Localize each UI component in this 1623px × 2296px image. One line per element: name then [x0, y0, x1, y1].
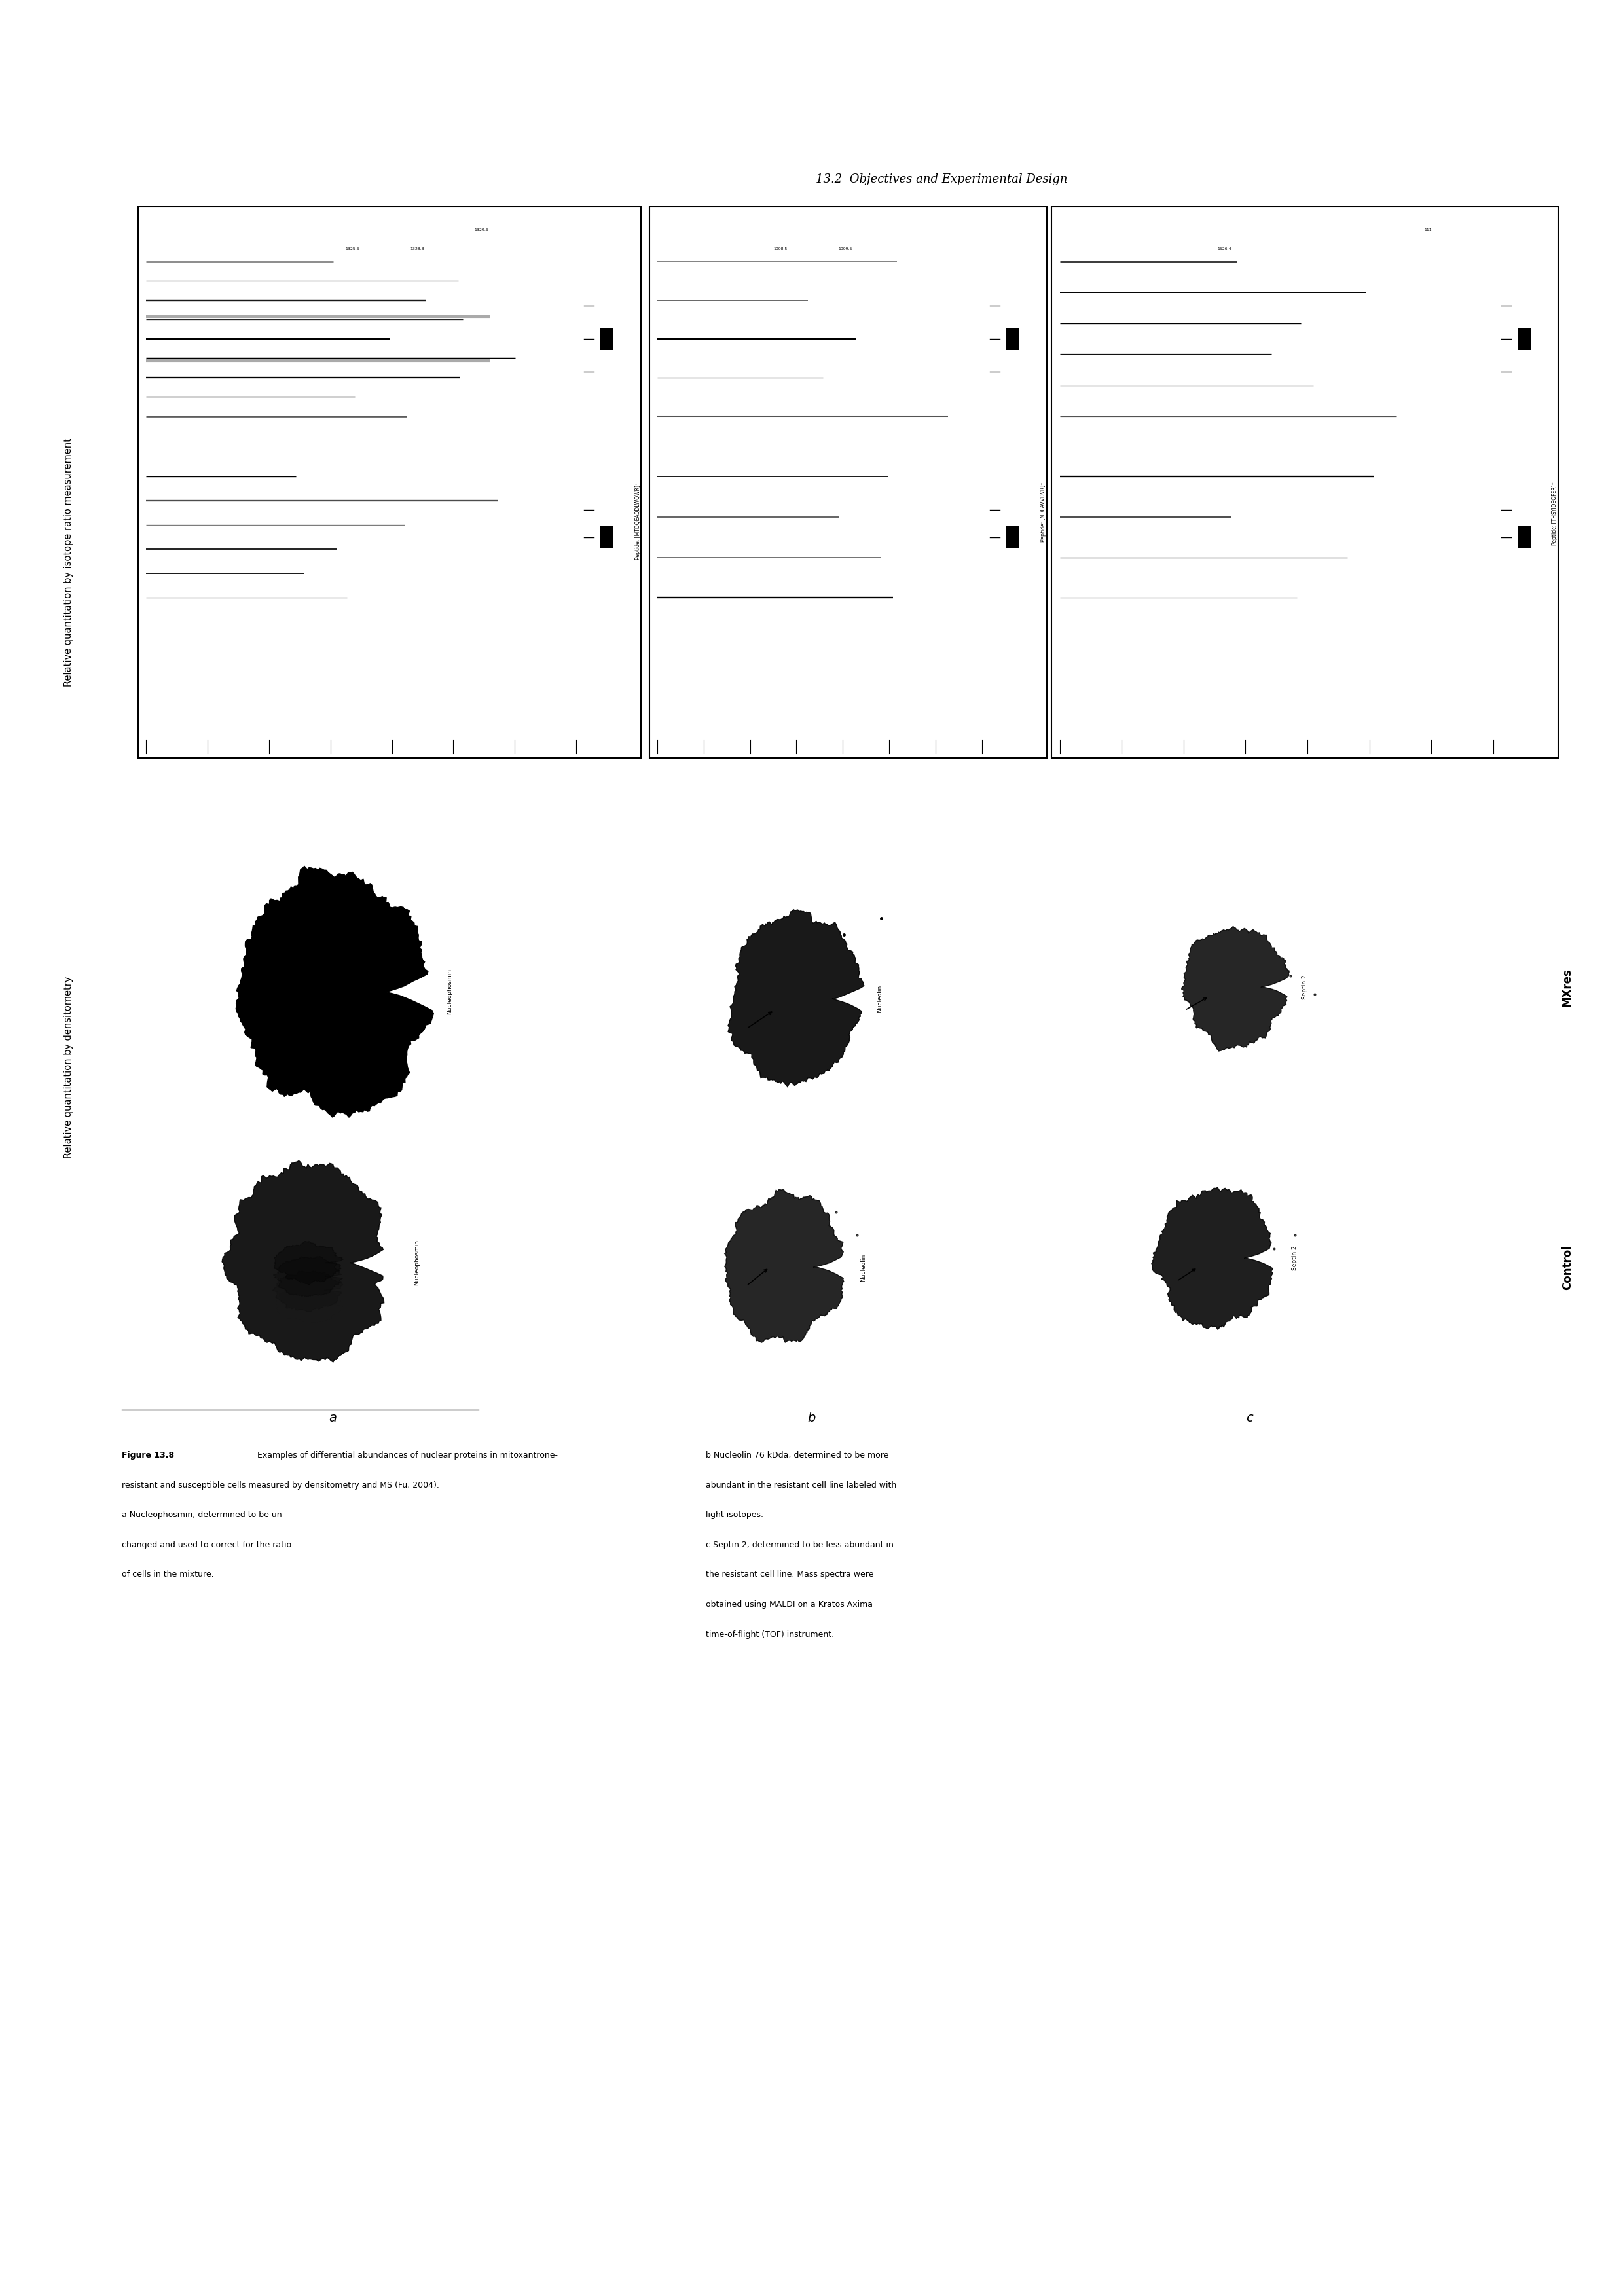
Bar: [1052, 207, 1558, 758]
Bar: [601, 526, 613, 549]
Text: Nucleophosmin: Nucleophosmin: [414, 1240, 420, 1286]
Polygon shape: [1152, 1187, 1272, 1329]
Text: 13.2  Objectives and Experimental Design: 13.2 Objectives and Experimental Design: [815, 172, 1068, 186]
Text: Peptide: [THSYIDEQFER]⁺: Peptide: [THSYIDEQFER]⁺: [1552, 482, 1558, 546]
Text: c Septin 2, determined to be less abundant in: c Septin 2, determined to be less abunda…: [706, 1541, 894, 1550]
Text: 1008.5: 1008.5: [774, 248, 787, 250]
Text: light isotopes.: light isotopes.: [706, 1511, 763, 1520]
Text: resistant and susceptible cells measured by densitometry and MS (Fu, 2004).: resistant and susceptible cells measured…: [122, 1481, 440, 1490]
Polygon shape: [274, 1242, 344, 1286]
Text: Peptide: [NDLAVVDVR]⁺: Peptide: [NDLAVVDVR]⁺: [1040, 482, 1047, 542]
Text: b: b: [808, 1412, 815, 1424]
Bar: [601, 328, 613, 349]
Polygon shape: [294, 983, 372, 1033]
Text: Septin 2: Septin 2: [1302, 976, 1308, 999]
Text: of cells in the mixture.: of cells in the mixture.: [122, 1570, 214, 1580]
Bar: [138, 207, 641, 758]
Text: Relative quantitation by densitometry: Relative quantitation by densitometry: [63, 976, 73, 1159]
Text: Nucleolin: Nucleolin: [876, 985, 883, 1013]
Text: time-of-flight (TOF) instrument.: time-of-flight (TOF) instrument.: [706, 1630, 834, 1639]
Polygon shape: [724, 1189, 844, 1343]
Bar: [649, 207, 1047, 758]
Text: Relative quantitation by isotope ratio measurement: Relative quantitation by isotope ratio m…: [63, 439, 73, 687]
Text: b Nucleolin 76 kDda, determined to be more: b Nucleolin 76 kDda, determined to be mo…: [706, 1451, 889, 1460]
Text: 1325.6: 1325.6: [346, 248, 360, 250]
Text: the resistant cell line. Mass spectra were: the resistant cell line. Mass spectra we…: [706, 1570, 873, 1580]
Polygon shape: [1182, 925, 1289, 1052]
Polygon shape: [235, 866, 433, 1118]
Polygon shape: [292, 999, 372, 1049]
Polygon shape: [222, 1159, 385, 1362]
Text: Figure 13.8: Figure 13.8: [122, 1451, 174, 1460]
Text: MXres: MXres: [1561, 969, 1573, 1006]
Polygon shape: [292, 967, 375, 1017]
Text: obtained using MALDI on a Kratos Axima: obtained using MALDI on a Kratos Axima: [706, 1600, 873, 1609]
Text: c: c: [1246, 1412, 1253, 1424]
Polygon shape: [729, 909, 863, 1086]
Text: Control: Control: [1561, 1244, 1573, 1290]
Text: Peptide: [MTDQEAQDLWQWR]⁺: Peptide: [MTDQEAQDLWQWR]⁺: [635, 482, 641, 560]
Text: abundant in the resistant cell line labeled with: abundant in the resistant cell line labe…: [706, 1481, 896, 1490]
Text: Nucleophosmin: Nucleophosmin: [446, 969, 453, 1015]
Text: a: a: [329, 1412, 336, 1424]
Text: 1009.5: 1009.5: [839, 248, 852, 250]
Bar: [1518, 526, 1530, 549]
Text: 1526.4: 1526.4: [1217, 248, 1232, 250]
Polygon shape: [273, 1256, 342, 1297]
Text: 1329.6: 1329.6: [474, 230, 489, 232]
Bar: [1518, 328, 1530, 349]
Polygon shape: [273, 1270, 342, 1311]
Text: Examples of differential abundances of nuclear proteins in mitoxantrone-: Examples of differential abundances of n…: [255, 1451, 558, 1460]
Text: Nucleolin: Nucleolin: [860, 1254, 867, 1281]
Text: Septin 2: Septin 2: [1292, 1247, 1298, 1270]
Bar: [1006, 526, 1019, 549]
Text: changed and used to correct for the ratio: changed and used to correct for the rati…: [122, 1541, 292, 1550]
Text: 1328.8: 1328.8: [411, 248, 424, 250]
Text: a Nucleophosmin, determined to be un-: a Nucleophosmin, determined to be un-: [122, 1511, 284, 1520]
Text: 111: 111: [1425, 230, 1431, 232]
Bar: [1006, 328, 1019, 349]
